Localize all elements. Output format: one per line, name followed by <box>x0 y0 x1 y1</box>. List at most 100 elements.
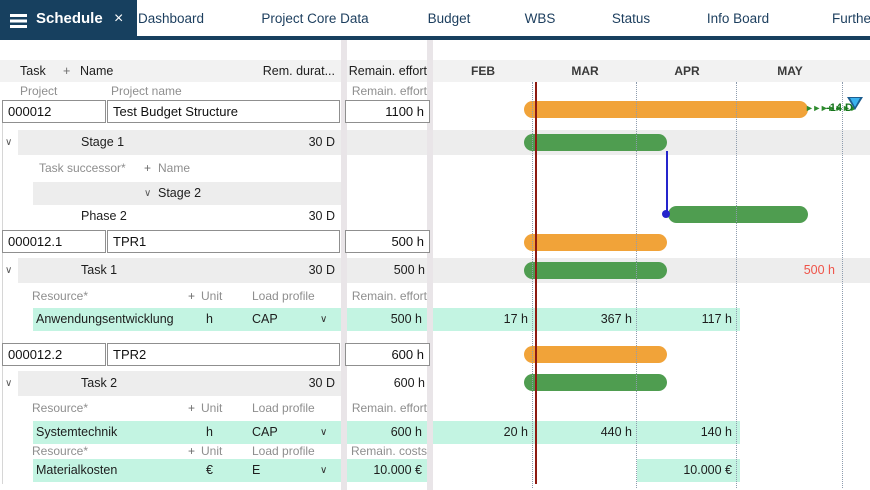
task1-conflict-effort: 500 h <box>803 263 835 277</box>
tpr2-id-input[interactable]: 000012.2 <box>2 343 106 366</box>
project-name-input[interactable]: Test Budget Structure <box>107 100 340 123</box>
tpr1-name-input[interactable]: TPR1 <box>107 230 340 253</box>
resource2-load-profile-value[interactable]: CAP <box>252 425 278 439</box>
gridline-apr-may <box>736 82 737 488</box>
resource1-feb-value[interactable]: 17 h <box>503 312 528 326</box>
tpr1-gantt-bar[interactable] <box>524 234 667 251</box>
tab-budget[interactable]: Budget <box>427 11 471 26</box>
resource-header1-unit: Unit <box>201 289 223 303</box>
resource1-load-profile-value[interactable]: CAP <box>252 312 278 326</box>
resource-header2-load-profile: Load profile <box>252 401 315 415</box>
stage1-effort-band <box>347 130 427 155</box>
task2-expander-icon[interactable]: ∨ <box>5 378 13 389</box>
project-gantt-bar[interactable] <box>524 101 808 118</box>
resource3-load-profile-dropdown-icon[interactable]: ∨ <box>320 465 328 476</box>
dependency-line <box>666 151 668 213</box>
resource-header3-value-col: Remain. costs <box>350 444 427 458</box>
resource2-feb-value[interactable]: 20 h <box>503 425 528 439</box>
resource1-name[interactable]: Anwendungsentwicklung <box>36 312 174 326</box>
tpr1-id-input[interactable]: 000012.1 <box>2 230 106 253</box>
tab-dashboard[interactable]: Dashboard <box>137 11 205 26</box>
add-resource1-button[interactable]: + <box>188 289 196 303</box>
tab-wbs[interactable]: WBS <box>524 11 556 26</box>
add-resource3-button[interactable]: + <box>188 444 196 458</box>
task2-row-band[interactable] <box>18 371 341 396</box>
resource3-name[interactable]: Materialkosten <box>36 463 118 477</box>
tpr2-effort-input[interactable]: 600 h <box>345 343 430 366</box>
menu-icon[interactable] <box>10 14 27 17</box>
tab-further[interactable]: Further <box>832 11 870 26</box>
column-header-name[interactable]: Name <box>80 64 114 78</box>
resource-header1-value-col: Remain. effort <box>351 289 427 303</box>
task1-duration: 30 D <box>308 263 335 277</box>
phase2-gantt-bar[interactable] <box>668 206 808 223</box>
task2-duration: 30 D <box>308 376 335 390</box>
active-tab-label: Schedule <box>36 10 103 27</box>
table-left-border <box>2 100 3 484</box>
resource2-load-profile-dropdown-icon[interactable]: ∨ <box>320 427 328 438</box>
project-effort-input[interactable]: 1100 h <box>345 100 430 123</box>
tab-info-board[interactable]: Info Board <box>706 11 770 26</box>
month-label-mar: MAR <box>571 64 599 78</box>
add-successor-button[interactable]: + <box>144 161 152 175</box>
tpr1-effort-input[interactable]: 500 h <box>345 230 430 253</box>
add-task-button[interactable]: + <box>63 64 71 78</box>
task1-gantt-bar[interactable] <box>524 262 667 279</box>
stage1-expander-icon[interactable]: ∨ <box>5 137 13 148</box>
resource3-apr-value[interactable]: 10.000 € <box>683 463 732 477</box>
gridline-mar-apr <box>636 82 637 488</box>
resource1-unit: h <box>206 312 213 326</box>
task1-effort: 500 h <box>393 263 425 277</box>
subheader-remain-effort: Remain. effort <box>351 84 427 98</box>
resource2-name[interactable]: Systemtechnik <box>36 425 118 439</box>
phase2-label: Phase 2 <box>81 209 127 223</box>
stage1-row-band[interactable] <box>18 130 341 155</box>
add-resource2-button[interactable]: + <box>188 401 196 415</box>
column-separator-left <box>341 40 347 490</box>
month-label-apr: APR <box>674 64 700 78</box>
resource-header2-value-col: Remain. effort <box>351 401 427 415</box>
tab-schedule[interactable]: Schedule × <box>0 0 137 40</box>
today-line <box>535 82 537 484</box>
resource1-gantt-band <box>433 308 740 331</box>
task1-effort-band <box>347 258 427 283</box>
table-header-band <box>0 60 870 82</box>
stage1-gantt-bar[interactable] <box>524 134 667 151</box>
tab-status[interactable]: Status <box>611 11 651 26</box>
resource3-unit: € <box>206 463 213 477</box>
resource3-load-profile-value[interactable]: E <box>252 463 261 477</box>
stage2-row-band[interactable] <box>33 182 341 205</box>
month-label-feb: FEB <box>471 64 495 78</box>
tab-project-core-data[interactable]: Project Core Data <box>261 11 369 26</box>
task1-expander-icon[interactable]: ∨ <box>5 265 13 276</box>
month-label-may: MAY <box>777 64 803 78</box>
resource1-mar-value[interactable]: 367 h <box>600 312 632 326</box>
resource2-mar-value[interactable]: 440 h <box>600 425 632 439</box>
resource1-row-band[interactable] <box>33 308 341 331</box>
stage2-expander-icon[interactable]: ∨ <box>144 188 152 199</box>
column-header-remain-effort[interactable]: Remain. effort <box>348 64 427 78</box>
task1-row-band[interactable] <box>18 258 341 283</box>
resource3-row-band[interactable] <box>33 459 341 482</box>
resource3-costs: 10.000 € <box>373 463 422 477</box>
resource1-load-profile-dropdown-icon[interactable]: ∨ <box>320 314 328 325</box>
resource-header2-unit: Unit <box>201 401 223 415</box>
stage1-label: Stage 1 <box>81 135 125 149</box>
project-id-input[interactable]: 000012 <box>2 100 106 123</box>
phase2-duration: 30 D <box>308 209 335 223</box>
task2-effort: 600 h <box>393 376 425 390</box>
tpr2-name-input[interactable]: TPR2 <box>107 343 340 366</box>
resource2-apr-value[interactable]: 140 h <box>700 425 732 439</box>
resource3-costs-band <box>347 459 427 482</box>
column-header-rem-duration[interactable]: Rem. durat... <box>262 64 335 78</box>
resource2-row-band[interactable] <box>33 421 341 444</box>
successor-header-name: Name <box>158 161 191 175</box>
resource2-effort-band <box>347 421 427 444</box>
close-icon[interactable]: × <box>114 10 124 27</box>
tpr2-gantt-bar[interactable] <box>524 346 667 363</box>
resource1-apr-value[interactable]: 117 h <box>701 312 732 326</box>
task2-gantt-bar[interactable] <box>524 374 667 391</box>
delay-arrows-icon: ►►►►►►►►►► <box>805 103 855 113</box>
column-header-task[interactable]: Task <box>20 64 46 78</box>
